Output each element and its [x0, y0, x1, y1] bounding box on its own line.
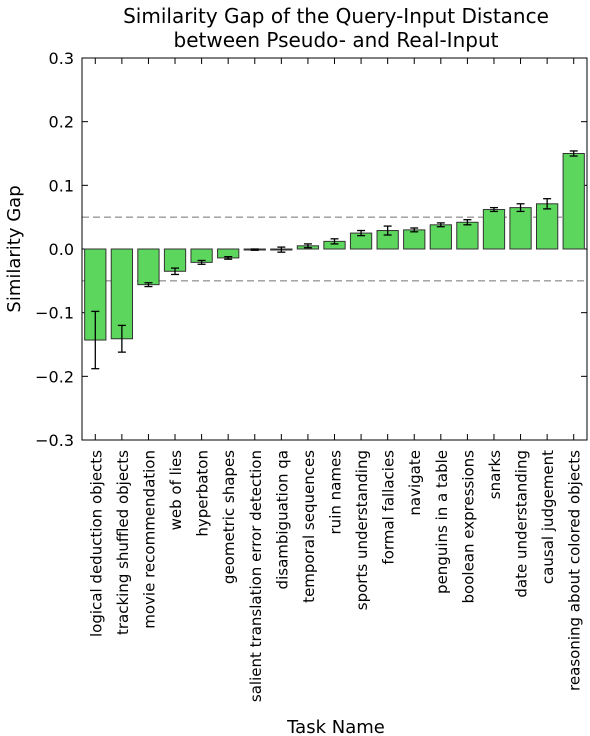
x-tick-label: penguins in a table: [433, 450, 451, 594]
chart-title-line-2: between Pseudo- and Real-Input: [174, 28, 499, 52]
y-axis-label: Similarity Gap: [4, 185, 25, 312]
x-tick-label: logical deduction objects: [87, 450, 105, 637]
x-tick-label: sports understanding: [353, 450, 371, 610]
x-tick-label: movie recommendation: [140, 450, 158, 629]
y-tick-label: 0.3: [49, 49, 74, 68]
y-tick-label: −0.2: [35, 367, 74, 386]
x-tick-label: salient translation error detection: [247, 450, 265, 702]
plot-frame: [81, 57, 588, 441]
bar: [509, 207, 532, 250]
bar: [456, 221, 479, 250]
x-tick-label: reasoning about colored objects: [566, 450, 584, 691]
bar: [536, 203, 559, 250]
x-tick-label: disambiguation qa: [273, 450, 291, 589]
bar: [429, 224, 452, 250]
x-tick-label: ruin names: [327, 450, 345, 535]
y-tick-label: 0.2: [49, 113, 74, 132]
x-axis-label: Task Name: [286, 717, 385, 736]
bar: [562, 153, 585, 250]
x-tick-label: hyperbaton: [194, 450, 212, 537]
bar: [482, 209, 506, 250]
chart-title-line-1: Similarity Gap of the Query-Input Distan…: [123, 4, 549, 28]
bar: [403, 229, 426, 250]
y-tick-label: 0.0: [49, 240, 74, 259]
x-tick-label: temporal sequences: [300, 450, 318, 603]
x-tick-label: snarks: [486, 450, 504, 499]
bar: [137, 248, 160, 286]
x-tick-label: date understanding: [513, 450, 531, 598]
x-tick-label: tracking shuffled objects: [114, 450, 132, 635]
x-tick-label: boolean expressions: [459, 450, 477, 604]
x-tick-label: causal judgement: [539, 450, 557, 584]
y-tick-label: 0.1: [49, 176, 74, 195]
x-tick-label: formal fallacies: [380, 450, 398, 565]
y-tick-label: −0.1: [35, 304, 74, 323]
y-tick-label: −0.3: [35, 431, 74, 450]
x-tick-label: web of lies: [167, 450, 185, 531]
x-tick-label: navigate: [406, 450, 424, 516]
x-tick-label: geometric shapes: [220, 450, 238, 584]
